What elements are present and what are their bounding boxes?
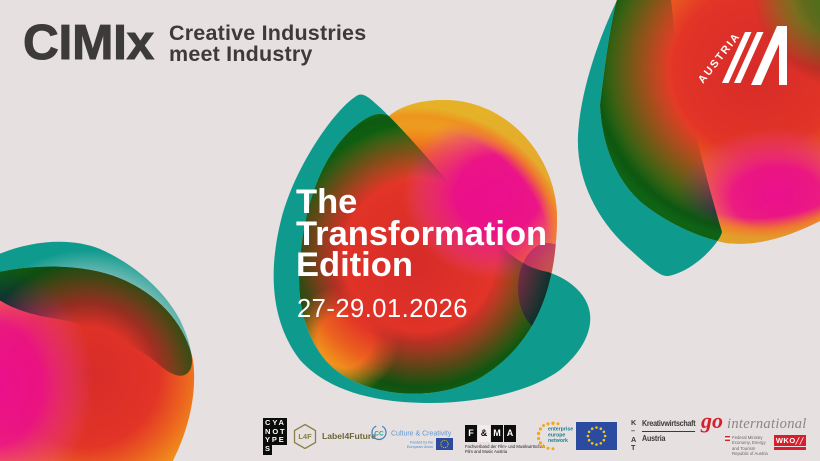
svg-text:network: network bbox=[548, 438, 568, 444]
svg-text:L4F: L4F bbox=[298, 432, 312, 441]
svg-text:Funded by the: Funded by the bbox=[410, 441, 433, 445]
svg-text:Label4Future: Label4Future bbox=[322, 431, 376, 441]
svg-text:europe: europe bbox=[548, 432, 565, 438]
svg-text:European Union: European Union bbox=[407, 445, 433, 449]
svg-text:enterprise: enterprise bbox=[548, 427, 573, 433]
svg-text:Culture & Creativity: Culture & Creativity bbox=[391, 430, 452, 437]
svg-text:CC: CC bbox=[374, 431, 384, 438]
